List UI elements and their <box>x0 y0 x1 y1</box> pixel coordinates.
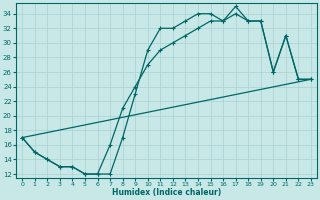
X-axis label: Humidex (Indice chaleur): Humidex (Indice chaleur) <box>112 188 221 197</box>
